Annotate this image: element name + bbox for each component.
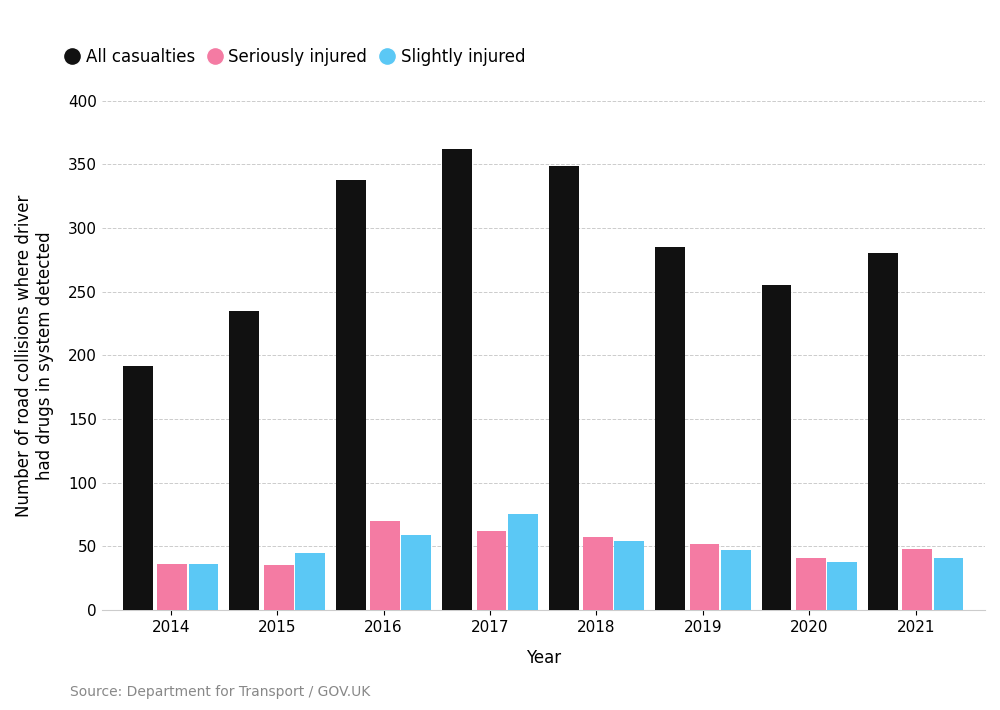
- Bar: [336, 180, 366, 610]
- Bar: [762, 285, 791, 610]
- Bar: [549, 165, 579, 610]
- Text: Source: Department for Transport / GOV.UK: Source: Department for Transport / GOV.U…: [70, 685, 370, 699]
- Bar: [295, 552, 325, 610]
- Bar: [934, 558, 963, 610]
- Bar: [401, 535, 431, 610]
- Bar: [477, 531, 506, 610]
- Bar: [370, 521, 400, 610]
- Bar: [796, 558, 826, 610]
- Bar: [123, 366, 153, 610]
- Legend: All casualties, Seriously injured, Slightly injured: All casualties, Seriously injured, Sligh…: [66, 48, 525, 66]
- Bar: [690, 544, 719, 610]
- Y-axis label: Number of road collisions where driver
had drugs in system detected: Number of road collisions where driver h…: [15, 194, 54, 516]
- Bar: [614, 541, 644, 610]
- Bar: [721, 550, 751, 610]
- Bar: [229, 311, 259, 610]
- Bar: [868, 253, 898, 610]
- Bar: [157, 564, 187, 610]
- Bar: [902, 549, 932, 610]
- Bar: [264, 565, 294, 610]
- Bar: [827, 562, 857, 610]
- Bar: [655, 247, 685, 610]
- Bar: [583, 537, 613, 610]
- X-axis label: Year: Year: [526, 649, 561, 667]
- Bar: [442, 149, 472, 610]
- Bar: [189, 564, 218, 610]
- Bar: [508, 515, 538, 610]
